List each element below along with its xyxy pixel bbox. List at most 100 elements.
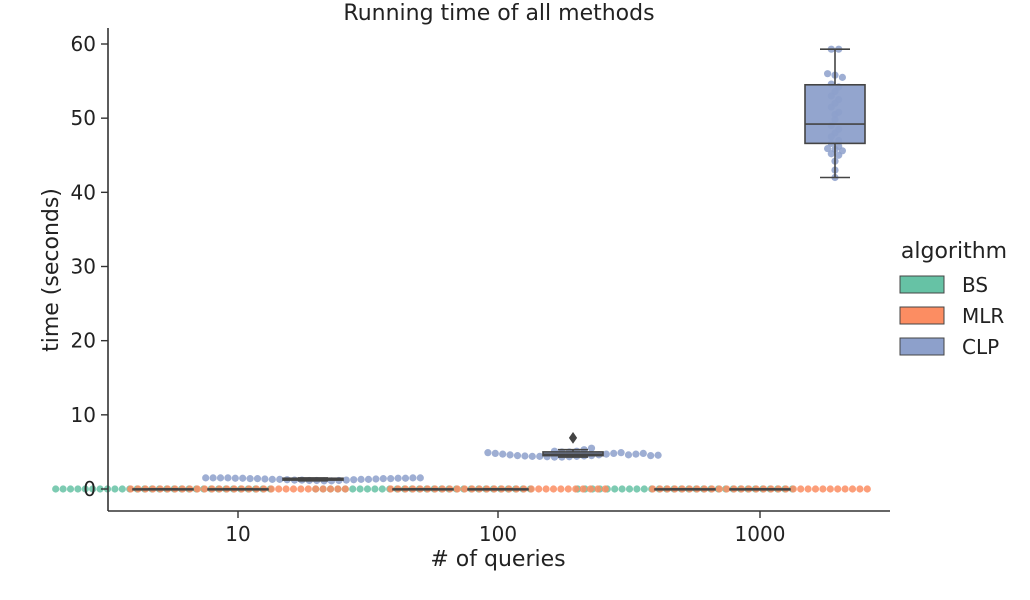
data-point-mlr	[863, 485, 871, 493]
data-point-mlr	[461, 485, 469, 493]
data-point-mlr	[127, 485, 135, 493]
legend-swatch-bs	[899, 275, 945, 294]
y-tick-label: 20	[71, 329, 96, 353]
data-point-mlr	[312, 485, 320, 493]
data-point-bs	[66, 485, 75, 493]
data-point-clp	[824, 144, 832, 153]
legend-swatch-mlr	[899, 306, 945, 325]
legend-label-clp: CLP	[962, 335, 999, 359]
data-point-mlr	[649, 485, 657, 493]
data-point-bs	[611, 485, 619, 493]
data-point-clp	[246, 475, 254, 483]
data-point-clp	[639, 449, 647, 457]
x-axis: 10 100 1000	[108, 510, 890, 546]
data-point-clp	[387, 475, 395, 483]
data-point-mlr	[856, 485, 864, 493]
data-point-mlr	[341, 485, 349, 493]
data-point-mlr	[572, 485, 580, 493]
data-point-clp	[231, 474, 239, 482]
data-point-clp	[416, 474, 424, 482]
data-point-clp	[216, 474, 225, 482]
data-point-clp	[491, 449, 499, 457]
data-point-bs	[618, 485, 626, 493]
data-point-clp	[401, 474, 410, 482]
plot-area	[52, 45, 871, 493]
y-tick-label: 10	[71, 403, 96, 427]
data-point-mlr	[282, 485, 290, 493]
data-point-mlr	[542, 485, 550, 493]
y-tick-label: 30	[71, 255, 96, 279]
data-point-mlr	[601, 485, 609, 493]
data-point-mlr	[804, 485, 812, 493]
data-point-clp	[379, 475, 387, 483]
data-point-bs	[349, 485, 357, 493]
data-point-mlr	[267, 485, 275, 493]
data-point-mlr	[193, 485, 201, 493]
data-point-clp	[409, 474, 417, 482]
data-point-clp	[647, 452, 655, 460]
data-point-mlr	[387, 485, 395, 493]
data-point-clp	[261, 475, 269, 483]
data-point-clp	[342, 476, 350, 484]
y-tick-label: 40	[71, 180, 96, 204]
data-point-clp	[528, 452, 536, 460]
data-point-clp	[350, 476, 358, 484]
data-point-clp	[513, 452, 522, 460]
data-point-clp	[654, 451, 662, 459]
data-point-mlr	[826, 485, 834, 493]
data-point-mlr	[297, 485, 305, 493]
data-point-mlr	[789, 485, 797, 493]
data-point-mlr	[319, 485, 327, 493]
data-point-clp	[239, 474, 247, 482]
data-point-mlr	[579, 485, 587, 493]
data-point-mlr	[834, 485, 842, 493]
data-point-clp	[838, 73, 847, 81]
data-point-bs	[81, 485, 89, 493]
data-point-clp	[610, 449, 618, 457]
data-point-clp	[521, 452, 529, 460]
data-point-mlr	[334, 485, 342, 493]
data-point-mlr	[594, 485, 602, 493]
data-point-clp	[484, 449, 492, 457]
y-axis: 0 10 20 30 40 50 60	[71, 28, 109, 511]
data-point-mlr	[535, 485, 543, 493]
data-point-clp	[364, 475, 373, 483]
x-tick-label: 10	[225, 522, 250, 546]
data-point-clp	[202, 474, 210, 482]
data-point-mlr	[723, 485, 731, 493]
legend-swatch-clp	[899, 337, 945, 356]
data-point-clp	[632, 450, 640, 458]
data-point-clp	[372, 475, 380, 483]
x-tick-label: 1000	[735, 522, 786, 546]
data-point-bs	[633, 485, 641, 493]
data-point-clp	[602, 450, 610, 458]
legend: algorithm BS MLR CLP	[899, 239, 1007, 359]
data-point-clp	[824, 70, 832, 78]
data-point-mlr	[549, 485, 558, 493]
legend-label-mlr: MLR	[962, 304, 1004, 328]
data-point-clp	[827, 150, 835, 158]
box-clp	[804, 83, 866, 145]
data-point-mlr	[819, 485, 827, 493]
data-point-clp	[835, 151, 843, 159]
boxes-clp	[282, 48, 866, 482]
data-point-clp	[617, 449, 625, 457]
data-point-mlr	[586, 485, 595, 493]
data-point-bs	[356, 485, 364, 493]
data-point-bs	[111, 485, 119, 493]
data-point-mlr	[275, 485, 283, 493]
data-point-bs	[625, 485, 634, 493]
data-point-mlr	[326, 485, 335, 493]
outlier	[568, 431, 578, 444]
data-point-clp	[253, 475, 262, 483]
data-point-clp	[536, 452, 544, 460]
legend-label-bs: BS	[962, 273, 988, 297]
data-point-bs	[371, 485, 379, 493]
data-point-clp	[224, 474, 232, 482]
chart-title: Running time of all methods	[343, 1, 654, 26]
x-axis-label: # of queries	[430, 547, 565, 572]
data-point-mlr	[715, 485, 723, 493]
boxes-bs	[132, 488, 716, 491]
data-point-bs	[640, 485, 648, 493]
